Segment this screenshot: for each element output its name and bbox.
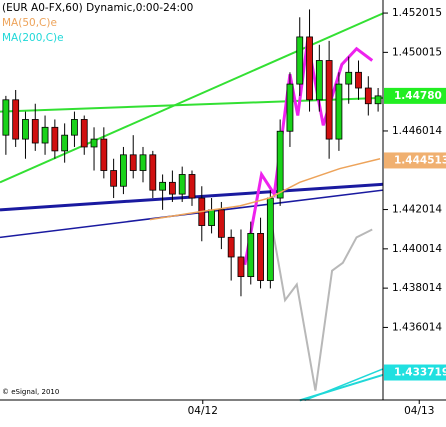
candle-body [51,126,59,152]
candle-body [139,154,147,171]
y-tick-label: 1.446014 [392,125,442,137]
credit: © eSignal, 2010 [2,388,59,396]
y-tick-label: 1.452015 [392,7,442,19]
price-tag-label: 1.444513 [394,154,446,166]
candle-body [129,154,137,171]
price-tag [384,87,446,104]
candle-body [306,36,313,101]
y-tick-label: 1.436014 [392,321,442,333]
candle-body [178,174,186,195]
y-tick-label: 1.450015 [392,46,442,58]
x-tick-label: 04/12 [188,405,218,417]
candle-body [168,181,176,195]
candle-body [355,71,362,89]
candle-body [257,232,264,281]
candle-body [208,209,215,226]
candle-body [41,126,49,144]
candle-body [110,170,118,187]
chart-title: (EUR A0-FX,60) Dynamic,0:00-24:00 [2,2,193,14]
candle-body [120,154,127,187]
candle-body [286,83,294,132]
indicator-line [149,158,381,221]
candle-body [247,232,255,278]
price-tag-label: 1.44780 [394,90,442,102]
candle-body [345,71,353,85]
legend-entry: MA(50,C)e [2,17,57,29]
candle-body [227,236,235,258]
y-tick-label: 1.442014 [392,204,442,216]
candle-body [325,60,333,140]
candle-body [296,36,304,85]
candle-body [188,174,196,199]
indicator-line [299,373,384,402]
trend-line [0,12,384,184]
candle-body [22,119,29,140]
candle-body [276,130,284,199]
candle-body [374,95,382,105]
candle-body [80,119,88,148]
candle-body [90,138,98,148]
price-tag [384,364,446,381]
candle-body [100,138,108,171]
price-tag [384,152,446,169]
y-tick-label: 1.440014 [392,243,442,255]
x-tick-label: 04/13 [404,405,434,417]
candle-body [335,83,343,140]
candle-body [237,256,245,278]
candle-body [217,209,225,238]
candle-body [71,119,78,136]
y-tick-label: 1.438014 [392,282,442,294]
candle-body [159,181,167,191]
candle-body [2,99,10,136]
price-tag-label: 1.433719 [394,367,446,379]
candle-body [266,197,274,281]
plot-area [0,9,384,402]
candle-body [31,119,39,144]
candle-body [61,134,69,152]
trend-line [266,199,373,391]
candle-body [12,99,20,140]
legend-entry: MA(200,C)e [2,32,64,44]
candle-body [315,60,323,101]
candle-body [364,87,372,105]
candle-body [149,154,157,191]
